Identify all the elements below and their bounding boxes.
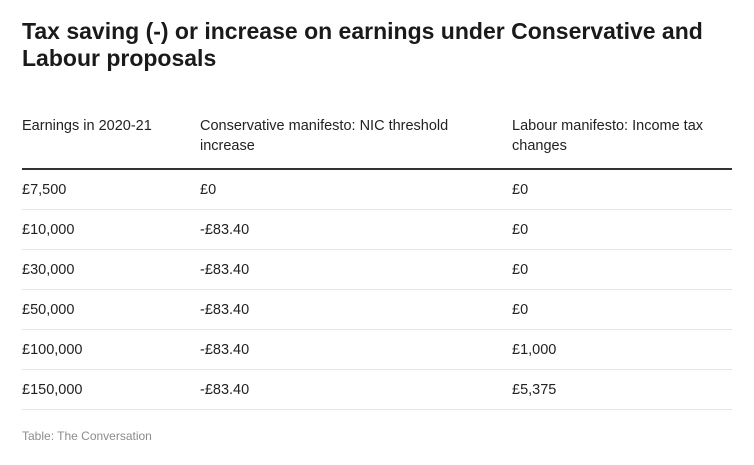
cell-labour: £1,000 xyxy=(512,329,732,370)
table-row: £100,000 -£83.40 £1,000 xyxy=(22,329,732,370)
column-header-earnings: Earnings in 2020-21 xyxy=(22,116,200,170)
cell-conservative: £0 xyxy=(200,169,512,210)
table-row: £30,000 -£83.40 £0 xyxy=(22,249,732,290)
cell-conservative: -£83.40 xyxy=(200,209,512,250)
table-title: Tax saving (-) or increase on earnings u… xyxy=(22,18,703,71)
cell-labour: £0 xyxy=(512,249,732,290)
cell-conservative: -£83.40 xyxy=(200,369,512,410)
cell-conservative: -£83.40 xyxy=(200,289,512,330)
cell-earnings: £7,500 xyxy=(22,169,200,210)
column-header-labour: Labour manifesto: Income tax changes xyxy=(512,116,732,170)
cell-labour: £0 xyxy=(512,169,732,210)
cell-conservative: -£83.40 xyxy=(200,329,512,370)
cell-conservative: -£83.40 xyxy=(200,249,512,290)
cell-earnings: £150,000 xyxy=(22,369,200,410)
cell-earnings: £10,000 xyxy=(22,209,200,250)
table-row: £150,000 -£83.40 £5,375 xyxy=(22,369,732,410)
source-credit: Table: The Conversation xyxy=(22,429,152,443)
column-header-conservative: Conservative manifesto: NIC threshold in… xyxy=(200,116,512,170)
table-row: £7,500 £0 £0 xyxy=(22,169,732,210)
cell-earnings: £30,000 xyxy=(22,249,200,290)
cell-labour: £0 xyxy=(512,289,732,330)
table-row: £10,000 -£83.40 £0 xyxy=(22,209,732,250)
table-header-row: Earnings in 2020-21 Conservative manifes… xyxy=(22,116,732,170)
table-row: £50,000 -£83.40 £0 xyxy=(22,289,732,330)
cell-earnings: £100,000 xyxy=(22,329,200,370)
cell-earnings: £50,000 xyxy=(22,289,200,330)
cell-labour: £5,375 xyxy=(512,369,732,410)
tax-comparison-table: Earnings in 2020-21 Conservative manifes… xyxy=(22,116,732,410)
cell-labour: £0 xyxy=(512,209,732,250)
